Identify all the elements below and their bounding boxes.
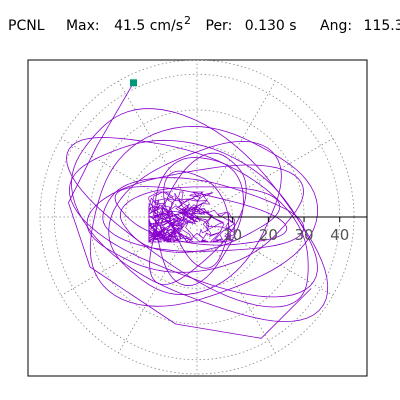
period-label: Per: xyxy=(205,18,233,34)
tick-labels: 10 20 30 40 xyxy=(223,226,349,244)
orbit-loop xyxy=(89,125,319,307)
station-code: PCNL xyxy=(8,18,45,34)
orbit-loop xyxy=(120,186,281,253)
angle-value: 115.3 xyxy=(363,18,400,34)
max-value: 41.5 cm/s xyxy=(114,18,184,34)
peak-marker xyxy=(130,79,137,87)
radial-tick-label: 30 xyxy=(294,226,313,244)
grid-spoke-60 xyxy=(196,80,276,218)
orbit-peak-arm xyxy=(68,82,312,339)
orbit-loop xyxy=(108,140,282,296)
orbit-loop xyxy=(71,108,329,323)
max-unit-exponent: 2 xyxy=(184,14,192,27)
orbit-trace xyxy=(66,82,329,339)
angle-label: Ang: xyxy=(320,18,353,34)
radial-tick-label: 20 xyxy=(259,226,278,244)
orbit-loop xyxy=(154,157,244,287)
max-label: Max: xyxy=(65,18,100,34)
radial-axis xyxy=(197,216,367,222)
radial-tick-label: 10 xyxy=(223,226,242,244)
orbit-loop xyxy=(163,170,229,269)
radial-tick-label: 40 xyxy=(330,226,349,244)
orbit-core xyxy=(147,191,235,243)
orbit-loop xyxy=(102,177,305,252)
period-value: 0.130 s xyxy=(244,18,297,34)
orbit-loop xyxy=(86,164,304,273)
orbit-loop xyxy=(66,137,309,308)
header-bar: PCNL Max: 41.5 cm/s2 Per: 0.130 s Ang: 1… xyxy=(8,14,400,35)
